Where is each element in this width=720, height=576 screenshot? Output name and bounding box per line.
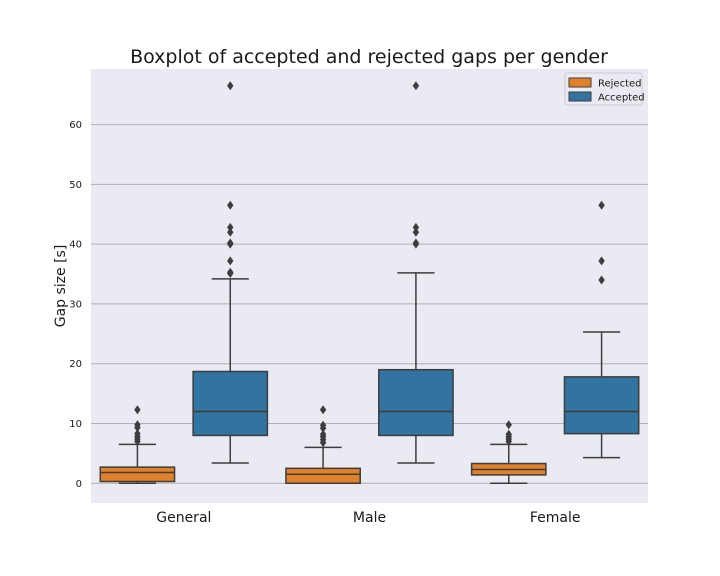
x-axis-ticks: General Male Female bbox=[156, 510, 580, 526]
y-tick-label: 0 bbox=[76, 479, 82, 490]
y-tick-label: 50 bbox=[69, 180, 82, 191]
box-rejected-general bbox=[99, 405, 176, 485]
box-iqr bbox=[192, 370, 269, 437]
outlier-point bbox=[227, 227, 234, 237]
y-tick-label: 10 bbox=[69, 419, 82, 430]
outlier-point bbox=[412, 227, 420, 237]
y-tick-label: 20 bbox=[69, 359, 82, 370]
outlier-point bbox=[412, 81, 420, 91]
outlier-point bbox=[227, 256, 234, 266]
outlier-point bbox=[227, 267, 234, 277]
plot-area bbox=[91, 69, 648, 503]
outlier-point bbox=[319, 405, 327, 415]
outlier-point bbox=[412, 238, 420, 248]
y-tick-label: 40 bbox=[69, 240, 82, 251]
chart-title: Boxplot of accepted and rejected gaps pe… bbox=[130, 46, 608, 68]
box-accepted-general bbox=[192, 81, 269, 464]
outlier-point bbox=[505, 420, 512, 430]
legend: Rejected Accepted bbox=[564, 72, 645, 106]
box-iqr bbox=[285, 467, 361, 485]
y-tick-label: 30 bbox=[69, 299, 82, 310]
y-tick-label: 60 bbox=[69, 120, 82, 131]
outlier-point bbox=[598, 200, 605, 210]
outlier-point bbox=[227, 222, 234, 232]
outlier-point bbox=[134, 429, 141, 439]
y-axis-ticks: 0 10 20 30 40 50 60 bbox=[69, 120, 82, 490]
legend-label-rejected: Rejected bbox=[598, 79, 642, 90]
x-tick-label: Male bbox=[353, 510, 386, 526]
outlier-point bbox=[598, 256, 605, 266]
x-tick-label: General bbox=[156, 510, 211, 526]
box-iqr bbox=[378, 368, 454, 437]
box-accepted-female bbox=[563, 200, 640, 459]
outlier-point bbox=[412, 222, 420, 232]
outlier-point bbox=[505, 429, 512, 439]
legend-label-accepted: Accepted bbox=[598, 93, 645, 104]
outlier-point bbox=[227, 238, 234, 248]
outlier-point bbox=[319, 420, 327, 430]
box-iqr bbox=[563, 376, 640, 435]
outlier-point bbox=[319, 429, 327, 439]
outlier-point bbox=[227, 81, 234, 91]
box-iqr bbox=[99, 466, 176, 483]
legend-swatch-rejected bbox=[568, 77, 592, 88]
grid bbox=[91, 124, 648, 484]
legend-swatch-accepted bbox=[568, 91, 592, 102]
x-tick-label: Female bbox=[530, 510, 581, 526]
outlier-point bbox=[227, 200, 234, 210]
outlier-point bbox=[598, 275, 605, 285]
outlier-point bbox=[134, 405, 141, 415]
boxes bbox=[99, 81, 640, 485]
y-axis-label: Gap size [s] bbox=[53, 245, 69, 328]
box-accepted-male bbox=[378, 81, 454, 464]
box-rejected-female bbox=[470, 420, 547, 485]
outlier-point bbox=[134, 420, 141, 430]
box-rejected-male bbox=[285, 405, 361, 485]
